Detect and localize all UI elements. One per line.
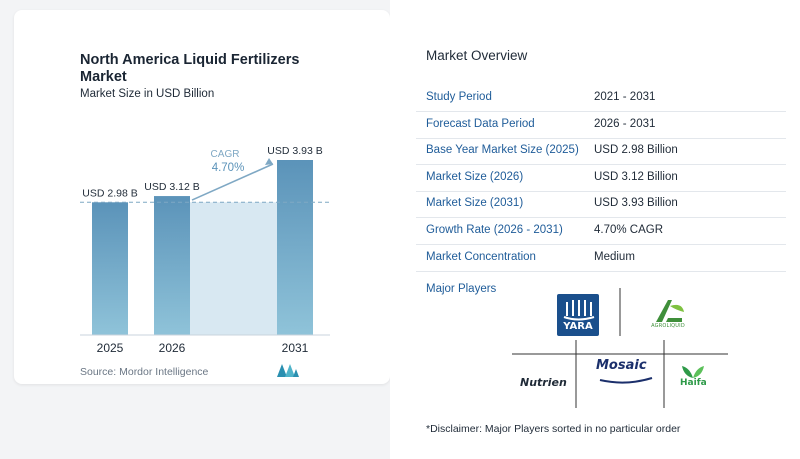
overview-row: Market Size (2031) USD 3.93 Billion	[416, 191, 786, 219]
overview-row: Market Concentration Medium	[416, 245, 786, 272]
overview-row-value: Medium	[594, 250, 635, 263]
bar-chart: USD 2.98 B 2025 USD 3.12 B 2026 USD 3.93 B 20…	[80, 145, 330, 355]
yara-logo: YARA	[557, 294, 599, 336]
overview-row: Base Year Market Size (2025) USD 2.98 Bil…	[416, 138, 786, 166]
overview-row-key: Base Year Market Size (2025)	[426, 144, 579, 157]
mordor-logo-icon	[277, 364, 299, 377]
overview-row-value: 2026 - 2031	[594, 117, 656, 130]
overview-row-value: USD 2.98 Billion	[594, 144, 678, 157]
overview-row: Forecast Data Period 2026 - 2031	[416, 112, 786, 139]
yara-logo-text: YARA	[563, 321, 593, 332]
overview-row-key: Market Size (2031)	[426, 197, 524, 210]
overview-row-key: Growth Rate (2026 - 2031)	[426, 224, 563, 236]
cagr-value: 4.70%	[212, 162, 245, 174]
overview-row-key: Study Period	[426, 91, 492, 103]
bar-data-label: USD 2.98 B	[82, 187, 137, 199]
chart-title: North America Liquid Fertilizers Market	[80, 52, 300, 85]
source-note: Source: Mordor Intelligence	[80, 366, 209, 378]
bar-data-label: USD 3.12 B	[144, 181, 199, 193]
mosaic-logo-text: Mosaic	[596, 358, 647, 373]
overview-row: Growth Rate (2026 - 2031) 4.70% CAGR	[416, 218, 786, 245]
overview-title: Market Overview	[426, 48, 528, 63]
agroliquid-logo-text: AGROLIQUID	[651, 323, 685, 329]
players-grid	[512, 288, 728, 408]
mosaic-logo: Mosaic	[596, 358, 656, 388]
cagr-arrow-line	[191, 163, 274, 201]
cagr-arrowhead-icon	[265, 158, 273, 165]
major-players-label: Major Players	[426, 283, 497, 295]
chart-subtitle: Market Size in USD Billion	[80, 88, 215, 100]
mosaic-swoosh-icon	[599, 377, 653, 384]
overview-row-value: 4.70% CAGR	[594, 224, 664, 236]
nutrien-logo: Nutrien	[520, 376, 567, 389]
yara-ship-icon	[563, 300, 595, 321]
cagr-label: CAGR	[211, 149, 240, 160]
overview-row-value: USD 3.12 Billion	[594, 170, 678, 183]
x-tick-label: 2026	[159, 341, 186, 355]
bar-2026	[154, 196, 190, 335]
overview-row-key: Forecast Data Period	[426, 117, 535, 130]
bar-data-label: USD 3.93 B	[267, 145, 322, 157]
agroliquid-leaf-icon	[656, 300, 684, 322]
overview-row-key: Market Size (2026)	[426, 170, 524, 183]
haifa-logo: Haifa	[680, 364, 707, 396]
bar-2031	[277, 160, 313, 335]
agroliquid-logo: AGROLIQUID	[648, 296, 688, 332]
bar-2025	[92, 202, 128, 335]
overview-row: Market Size (2026) USD 3.12 Billion	[416, 165, 786, 192]
overview-panel	[390, 0, 800, 459]
disclaimer: *Disclaimer: Major Players sorted in no …	[426, 423, 681, 435]
x-tick-label: 2025	[97, 341, 124, 355]
x-tick-label: 2031	[282, 341, 309, 355]
overview-row-value: 2021 - 2031	[594, 91, 656, 103]
overview-row-key: Market Concentration	[426, 250, 536, 263]
haifa-sprout-icon	[682, 366, 704, 378]
overview-row: Study Period 2021 - 2031	[416, 85, 786, 112]
haifa-logo-text: Haifa	[680, 378, 707, 388]
forecast-shade-area	[190, 202, 277, 335]
overview-row-value: USD 3.93 Billion	[594, 197, 678, 210]
